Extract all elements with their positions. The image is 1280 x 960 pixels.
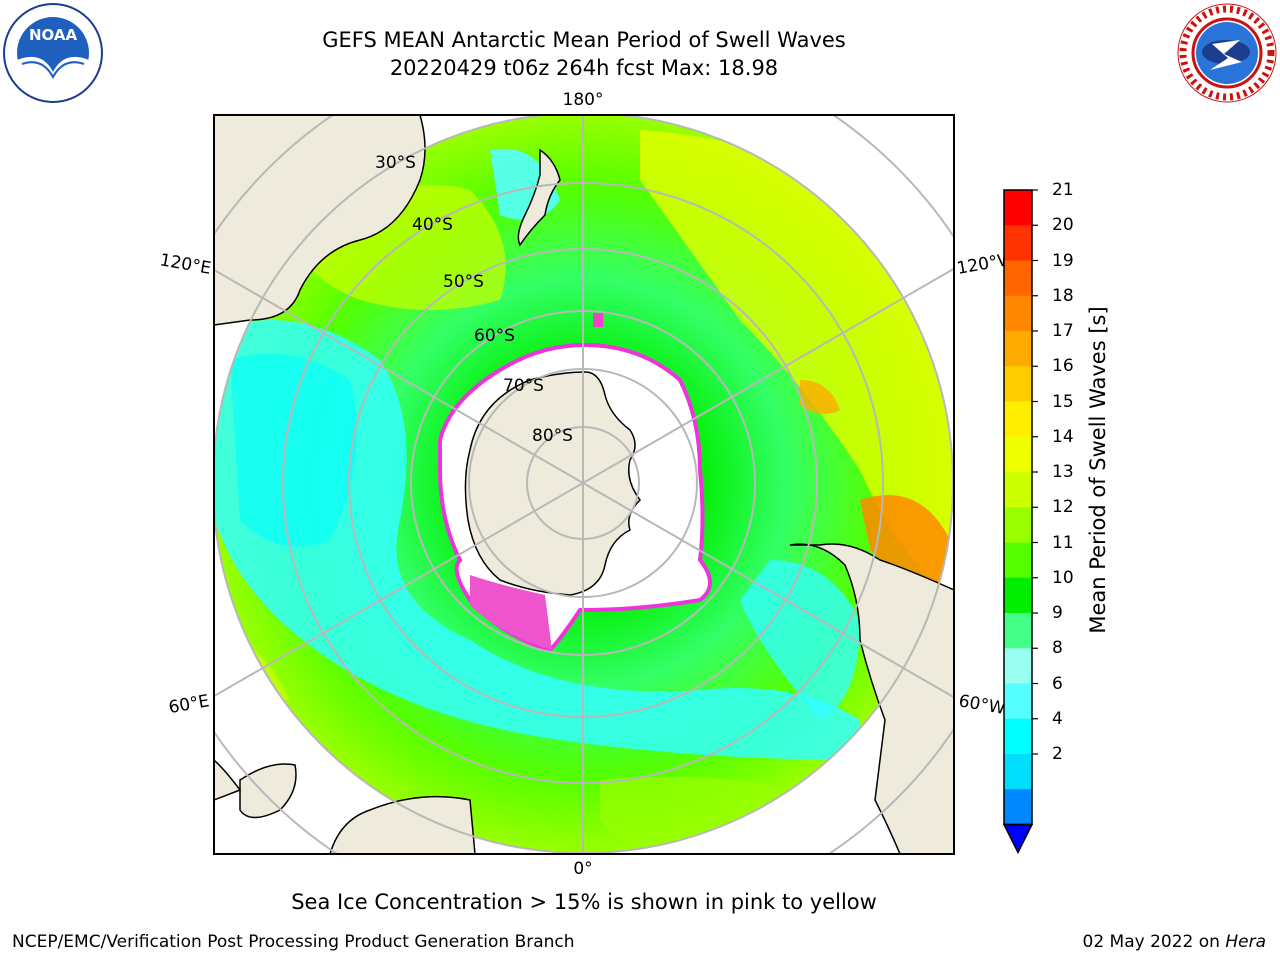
- colorbar-segment: [1004, 331, 1032, 367]
- colorbar-segment: [1004, 225, 1032, 261]
- colorbar-segment: [1004, 507, 1032, 543]
- footer-host: Hera: [1225, 932, 1266, 952]
- noaa-logo-icon: NOAA: [3, 3, 103, 103]
- lat-label-30s: 30°S: [375, 153, 416, 173]
- lat-label-60s: 60°S: [474, 326, 515, 346]
- lon-label-60w: 60°W: [957, 691, 1007, 719]
- colorbar-title: Mean Period of Swell Waves [s]: [1086, 306, 1110, 634]
- colorbar-segment: [1004, 260, 1032, 297]
- continents: [214, 115, 954, 854]
- footer-date-text: 02 May 2022 on: [1082, 932, 1220, 952]
- colorbar-segment: [1004, 401, 1032, 438]
- colorbar-tick-label: 17: [1052, 321, 1074, 341]
- colorbar-tick-label: 16: [1052, 356, 1074, 377]
- chart-subtitle: 20220429 t06z 264h fcst Max: 18.98: [389, 56, 779, 80]
- colorbar-tick-label: 4: [1052, 708, 1063, 729]
- colorbar-segment: [1004, 683, 1032, 720]
- colorbar-segment: [1004, 190, 1032, 226]
- map-frame: [213, 114, 955, 855]
- colorbar-tick-label: 13: [1052, 462, 1074, 482]
- colorbar-tick-label: 15: [1052, 391, 1074, 412]
- lat-label-40s: 40°S: [412, 215, 453, 235]
- lat-label-70s: 70°S: [503, 376, 544, 396]
- colorbar-tick-label: 21: [1052, 180, 1074, 200]
- footer-credit: NCEP/EMC/Verification Post Processing Pr…: [12, 932, 575, 952]
- colorbar-tick-label: 6: [1052, 673, 1063, 694]
- colorbar-tick-label: 11: [1052, 532, 1074, 553]
- colorbar-tick-label: 18: [1052, 285, 1074, 306]
- colorbar-segment: [1004, 472, 1032, 508]
- footer-date: 02 May 2022 on Hera: [1083, 932, 1267, 952]
- colorbar-extend-arrow: [1002, 823, 1034, 855]
- colorbar-segment: [1004, 613, 1032, 649]
- lon-label-120e: 120°E: [158, 250, 212, 279]
- lat-label-80s: 80°S: [532, 426, 573, 446]
- colorbar-tick-label: 12: [1052, 497, 1074, 518]
- lat-label-50s: 50°S: [443, 272, 484, 292]
- colorbar-tick-label: 10: [1052, 567, 1074, 588]
- nws-logo-icon: [1177, 3, 1277, 103]
- colorbar-segment: [1004, 436, 1032, 473]
- sea-ice-caption: Sea Ice Concentration > 15% is shown in …: [291, 890, 877, 914]
- colorbar-segment: [1004, 789, 1032, 825]
- colorbar-segment: [1004, 577, 1032, 614]
- colorbar-segment: [1004, 366, 1032, 402]
- colorbar-segment: [1004, 542, 1032, 579]
- colorbar-segment: [1004, 718, 1032, 755]
- lon-label-180: 180°: [563, 90, 604, 110]
- svg-text:NOAA: NOAA: [29, 26, 78, 44]
- colorbar: [1002, 189, 1038, 855]
- colorbar-segment: [1004, 648, 1032, 684]
- colorbar-tick-label: 9: [1052, 603, 1063, 623]
- lon-label-60e: 60°E: [167, 691, 211, 718]
- lon-label-0: 0°: [573, 859, 592, 879]
- colorbar-tick-label: 14: [1052, 426, 1074, 447]
- colorbar-tick-label: 20: [1052, 215, 1074, 236]
- colorbar-segment: [1004, 295, 1032, 332]
- colorbar-tick-label: 8: [1052, 638, 1063, 659]
- chart-title: GEFS MEAN Antarctic Mean Period of Swell…: [322, 28, 846, 52]
- colorbar-tick-label: 2: [1052, 744, 1063, 764]
- colorbar-tick-label: 19: [1052, 250, 1074, 271]
- colorbar-segment: [1004, 754, 1032, 790]
